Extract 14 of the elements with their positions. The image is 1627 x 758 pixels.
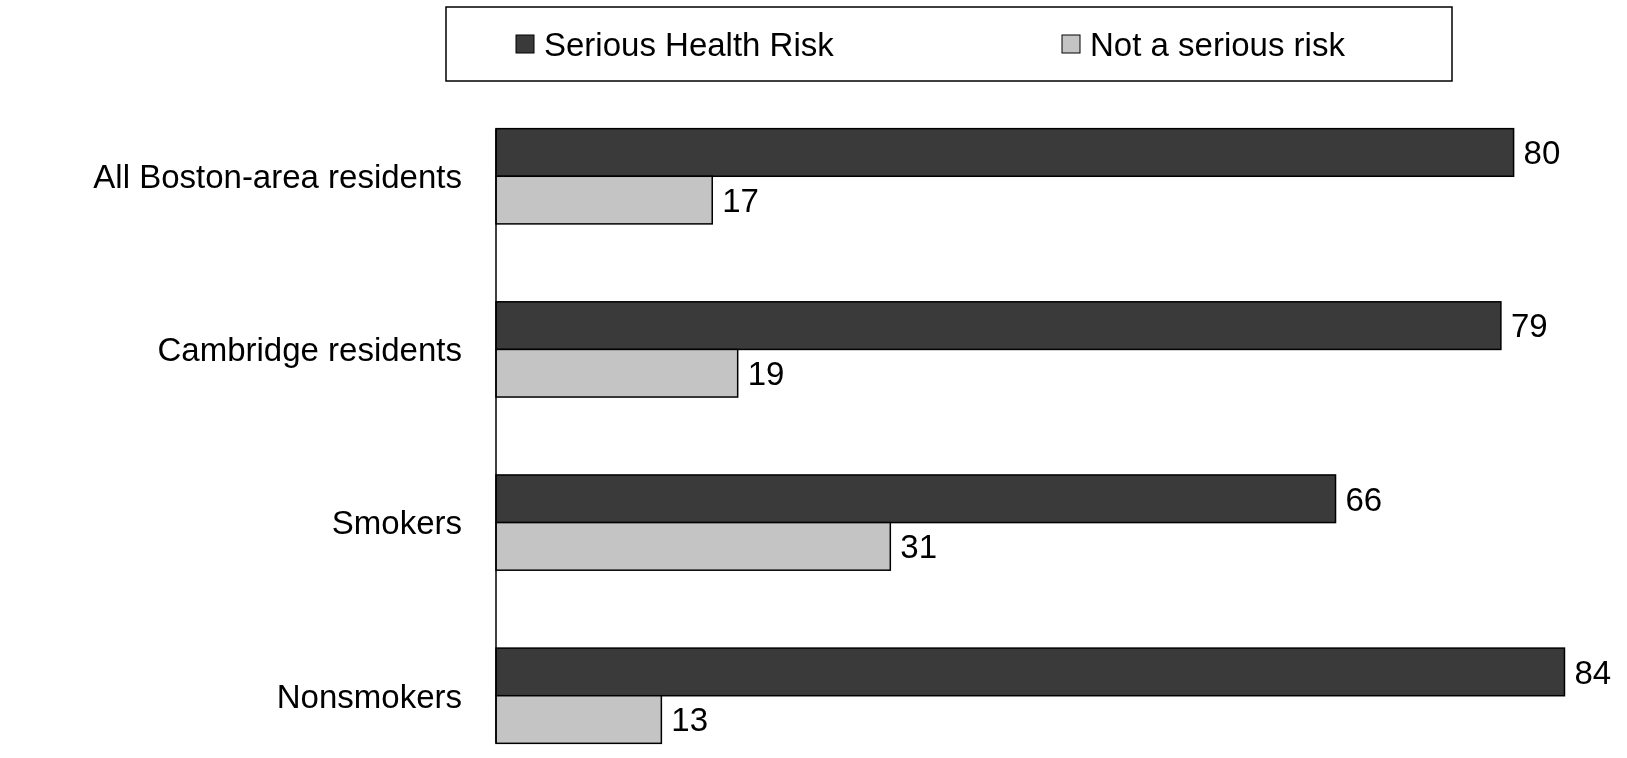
legend-label: Serious Health Risk	[544, 25, 835, 63]
data-label: 19	[747, 355, 785, 393]
data-label: 66	[1345, 480, 1383, 518]
data-label: 17	[722, 181, 759, 219]
data-label: 13	[671, 701, 709, 739]
y-tick-label: Nonsmokers	[276, 677, 462, 715]
data-label: 79	[1510, 307, 1548, 345]
y-tick-label: Cambridge residents	[157, 331, 462, 369]
data-label: 84	[1574, 653, 1612, 691]
legend-label: Not a serious risk	[1090, 25, 1346, 63]
y-tick-label: All Boston-area residents	[93, 158, 462, 196]
data-label: 31	[900, 528, 938, 566]
data-label: 80	[1523, 134, 1561, 172]
y-tick-label: Smokers	[331, 504, 462, 542]
